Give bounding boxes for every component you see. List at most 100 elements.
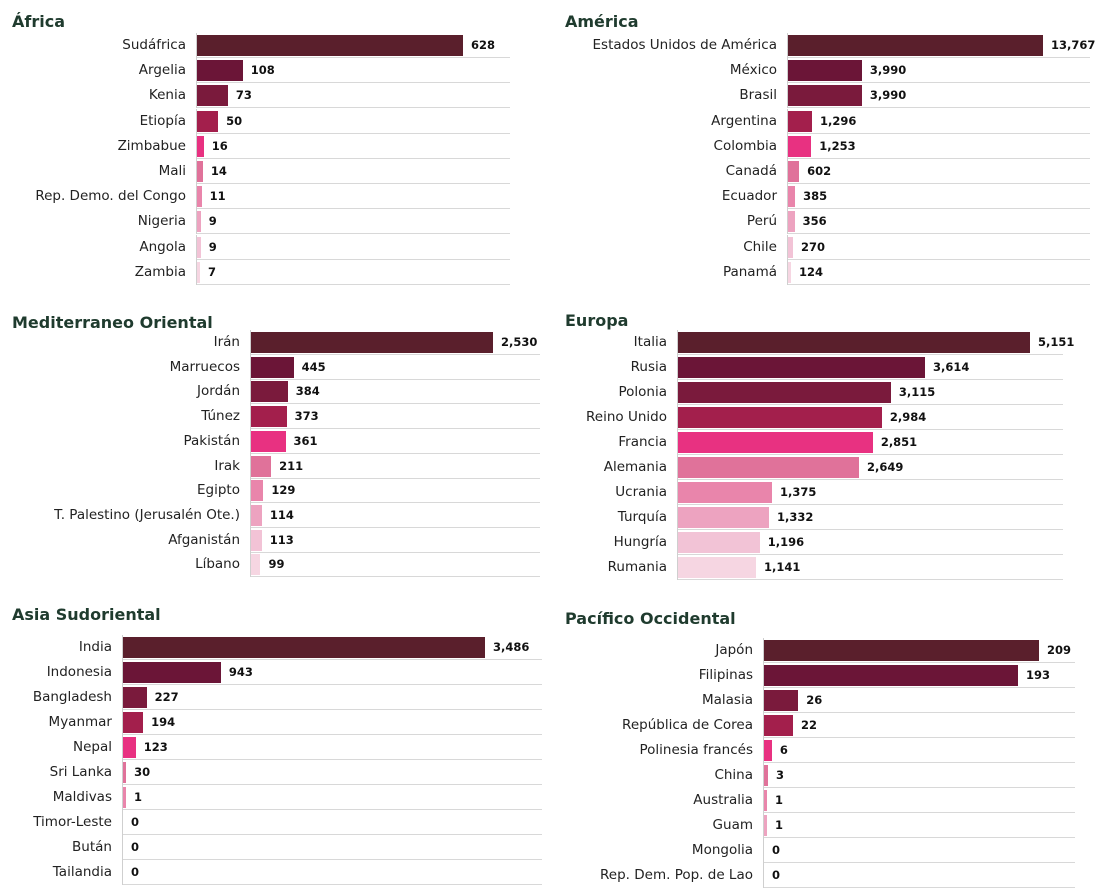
value-label: 0: [772, 843, 781, 857]
axis-line: [787, 58, 788, 84]
axis-line: [763, 763, 764, 788]
value-label: 270: [801, 239, 826, 254]
value-label: 227: [154, 690, 179, 704]
bar-row: Zambia 7: [12, 259, 510, 285]
axis-line: [196, 209, 197, 235]
row-divider: [677, 354, 1063, 355]
bar-row: Timor-Leste 0: [12, 810, 542, 835]
chart-panel-europa: Europa Italia 5,151 Rusia 3,614 Polonia 3,115…: [565, 311, 1080, 593]
bar: [197, 161, 203, 182]
axis-line: [250, 330, 251, 355]
axis-line: [763, 788, 764, 813]
bar-row: Polonia 3,115: [565, 380, 1063, 405]
axis-line: [196, 184, 197, 210]
category-label: Colombia: [713, 137, 777, 154]
bar-row: Irak 211: [12, 453, 540, 479]
bar: [678, 382, 891, 403]
value-label: 9: [208, 214, 217, 229]
axis-line: [787, 33, 788, 58]
category-label: Japón: [715, 642, 753, 658]
row-divider: [196, 132, 510, 134]
value-label: 1,332: [777, 510, 814, 524]
axis-line: [763, 663, 764, 688]
bar: [788, 85, 862, 107]
value-label: 3,990: [869, 88, 907, 103]
value-label: 26: [806, 693, 823, 707]
bar: [764, 740, 772, 761]
value-label: 194: [151, 715, 176, 729]
axis-line: [763, 713, 764, 738]
axis-line: [250, 453, 251, 479]
bar-row: Argelia 108: [12, 58, 510, 84]
value-label: 211: [279, 458, 304, 473]
row-divider: [250, 428, 540, 430]
category-label: Bangladesh: [32, 689, 112, 705]
category-label: México: [729, 62, 777, 79]
bar-row: Pakistán 361: [12, 428, 540, 454]
bar-row: Rep. Demo. del Congo 11: [12, 184, 510, 210]
axis-line: [250, 502, 251, 528]
value-label: 99: [268, 557, 285, 572]
panel-title: Pacífico Occidental: [565, 609, 736, 628]
row-divider: [122, 784, 542, 785]
category-label: Rep. Dem. Pop. de Lao: [600, 867, 753, 883]
bar: [788, 236, 793, 258]
bar: [788, 261, 791, 283]
row-divider: [122, 834, 542, 835]
row-divider: [677, 454, 1063, 455]
value-label: 3: [775, 768, 784, 782]
axis-line: [787, 259, 788, 285]
category-label: Kenia: [148, 87, 186, 104]
bar-row: Argentina 1,296: [565, 108, 1090, 134]
value-label: 6: [779, 743, 788, 757]
bar: [678, 432, 873, 453]
chart-panel-africa: África Sudáfrica 628 Argelia 108 Kenia 73 Etio…: [12, 12, 522, 302]
value-label: 356: [802, 214, 827, 229]
row-divider: [250, 403, 540, 405]
bar: [788, 110, 812, 132]
axis-line: [677, 330, 678, 355]
bar-row: Alemania 2,649: [565, 455, 1063, 480]
bar: [197, 135, 204, 157]
value-label: 124: [799, 264, 824, 279]
bar-row: Egipto 129: [12, 478, 540, 504]
category-label: Estados Unidos de América: [592, 37, 777, 53]
bar-row: Marruecos 445: [12, 354, 540, 380]
axis-line: [196, 159, 197, 184]
row-divider: [787, 283, 1090, 285]
bar-row: Colombia 1,253: [565, 133, 1090, 159]
bar-row: Maldivas 1: [12, 785, 542, 810]
category-label: Reino Unido: [586, 409, 667, 425]
value-label: 9: [208, 239, 217, 254]
row-divider: [787, 258, 1090, 260]
value-label: 361: [293, 433, 318, 448]
row-divider: [787, 157, 1090, 159]
value-label: 943: [228, 665, 253, 679]
row-divider: [196, 183, 510, 184]
axis-line: [787, 108, 788, 134]
category-label: Alemania: [603, 459, 667, 475]
bar: [251, 430, 286, 452]
category-label: Mongolia: [691, 842, 753, 858]
axis-line: [677, 555, 678, 580]
category-label: Rep. Demo. del Congo: [35, 188, 186, 205]
category-label: Jordán: [197, 383, 240, 400]
row-divider: [763, 787, 1075, 788]
bar-row: Chile 270: [565, 234, 1090, 260]
bar-row: Australia 1: [565, 788, 1075, 813]
axis-line: [196, 259, 197, 285]
bar-row: Myanmar 194: [12, 710, 542, 735]
row-divider: [196, 107, 510, 109]
category-label: Argentina: [711, 112, 777, 129]
row-divider: [763, 837, 1075, 838]
bar-row: Mali 14: [12, 159, 510, 184]
panel-title: América: [565, 12, 639, 31]
value-label: 0: [772, 868, 781, 882]
bar-row: Bután 0: [12, 835, 542, 860]
row-divider: [677, 379, 1063, 380]
value-label: 14: [210, 164, 227, 178]
category-label: Sri Lanka: [49, 764, 112, 780]
value-label: 373: [294, 409, 319, 424]
bar: [123, 637, 485, 658]
bar-row: Hungría 1,196: [565, 530, 1063, 555]
